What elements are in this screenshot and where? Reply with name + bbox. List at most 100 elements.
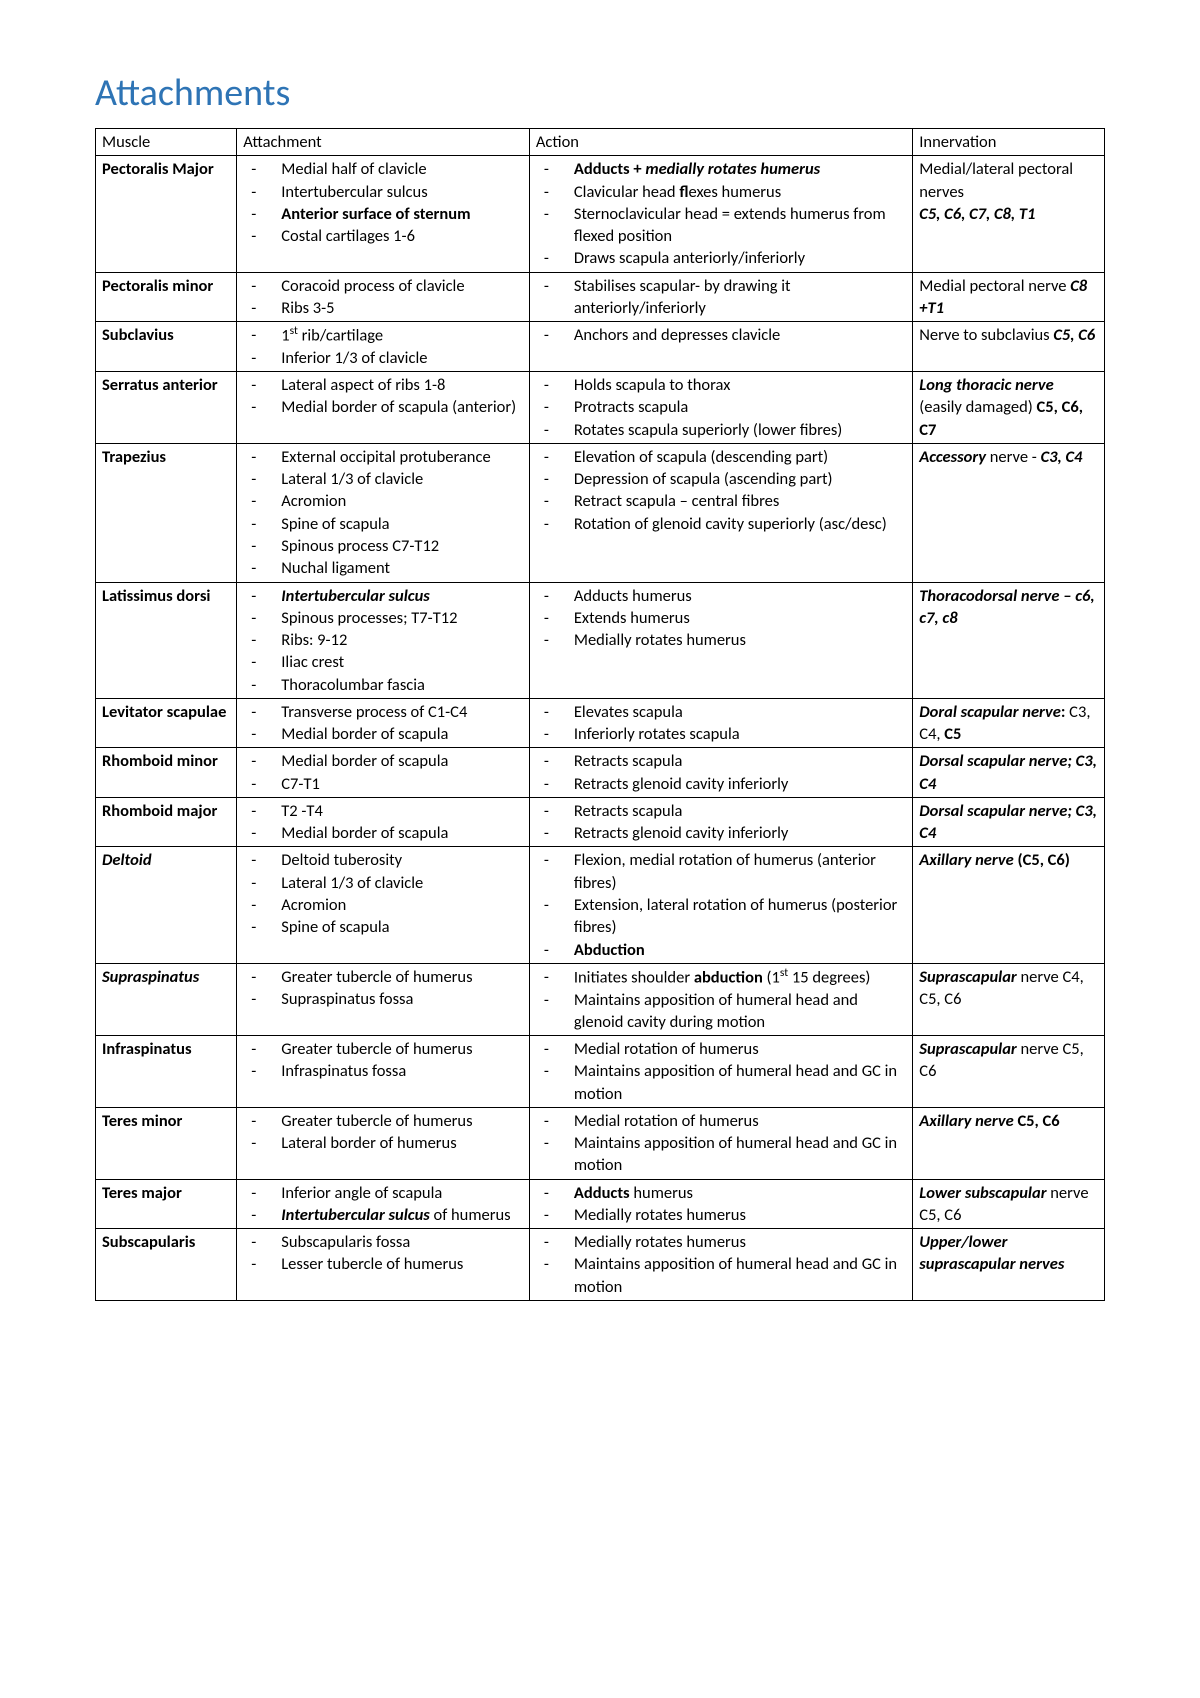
list-item-text: Adducts humerus <box>574 585 906 607</box>
cell-innervation: Axillary nerve C5, C6 <box>913 1107 1105 1179</box>
list-item-text: Abduction <box>574 939 906 961</box>
list-item-text: Intertubercular sulcus <box>281 585 523 607</box>
cell-attachment: Greater tubercle of humerusInfraspinatus… <box>237 1036 530 1108</box>
cell-muscle: Subscapularis <box>96 1229 237 1301</box>
cell-text: Rhomboid minor <box>102 750 230 772</box>
cell-action: Medial rotation of humerusMaintains appo… <box>529 1036 912 1108</box>
list-item-text: Clavicular head flexes humerus <box>574 181 906 203</box>
list-item-text: Spinous process C7-T12 <box>281 535 523 557</box>
list-item-text: Retract scapula – central fibres <box>574 490 906 512</box>
cell-text: Teres major <box>102 1182 230 1204</box>
page-title: Attachments <box>95 70 1105 116</box>
list-item-text: Maintains apposition of humeral head and… <box>574 1132 906 1177</box>
list-item-text: Elevation of scapula (descending part) <box>574 446 906 468</box>
list-item-text: Adducts + medially rotates humerus <box>574 158 906 180</box>
list-item-text: Holds scapula to thorax <box>574 374 906 396</box>
list-item-text: Protracts scapula <box>574 396 906 418</box>
cell-innervation: Upper/lower suprascapular nerves <box>913 1229 1105 1301</box>
cell-text: Infraspinatus <box>102 1038 230 1060</box>
list-item-text: Extends humerus <box>574 607 906 629</box>
cell-action: Stabilises scapular- by drawing it anter… <box>529 272 912 322</box>
cell-text: Trapezius <box>102 446 230 468</box>
cell-innervation: Dorsal scapular nerve; C3, C4 <box>913 748 1105 798</box>
list-item-text: Medial border of scapula <box>281 723 523 745</box>
document-page: Attachments MuscleAttachmentActionInnerv… <box>0 0 1200 1698</box>
cell-attachment: 1st rib/cartilageInferior 1/3 of clavicl… <box>237 322 530 372</box>
cell-text: Long thoracic nerve (easily damaged) C5,… <box>919 374 1098 441</box>
list-item-text: Acromion <box>281 894 523 916</box>
list-item-text: Coracoid process of clavicle <box>281 275 523 297</box>
cell-text: Axillary nerve (C5, C6) <box>919 849 1098 871</box>
list-item-text: Acromion <box>281 490 523 512</box>
cell-text: Subscapularis <box>102 1231 230 1253</box>
list-item-text: Deltoid tuberosity <box>281 849 523 871</box>
cell-muscle: Latissimus dorsi <box>96 582 237 698</box>
cell-text: Suprascapular nerve C5, C6 <box>919 1038 1098 1083</box>
table-row: TrapeziusExternal occipital protuberance… <box>96 443 1105 582</box>
cell-action: Anchors and depresses clavicle <box>529 322 912 372</box>
list-item-text: Spine of scapula <box>281 513 523 535</box>
cell-text: Medial/lateral pectoral nervesC5, C6, C7… <box>919 158 1098 225</box>
list-item-text: 1st rib/cartilage <box>281 324 523 347</box>
list-item-text: Medial rotation of humerus <box>574 1110 906 1132</box>
list-item-text: Rotation of glenoid cavity superiorly (a… <box>574 513 906 535</box>
cell-text: Pectoralis Major <box>102 158 230 180</box>
list-item-text: Infraspinatus fossa <box>281 1060 523 1082</box>
attachments-table: MuscleAttachmentActionInnervation Pector… <box>95 128 1105 1301</box>
cell-innervation: Suprascapular nerve C5, C6 <box>913 1036 1105 1108</box>
list-item-text: Retracts scapula <box>574 750 906 772</box>
cell-action: Elevates scapulaInferiorly rotates scapu… <box>529 698 912 748</box>
list-item-text: Intertubercular sulcus <box>281 181 523 203</box>
list-item-text: Transverse process of C1-C4 <box>281 701 523 723</box>
cell-attachment: Coracoid process of clavicleRibs 3-5 <box>237 272 530 322</box>
cell-action: Medially rotates humerusMaintains apposi… <box>529 1229 912 1301</box>
cell-muscle: Trapezius <box>96 443 237 582</box>
table-row: Teres minor Greater tubercle of humerusLa… <box>96 1107 1105 1179</box>
cell-innervation: Medial/lateral pectoral nervesC5, C6, C7… <box>913 156 1105 272</box>
list-item-text: Intertubercular sulcus of humerus <box>281 1204 523 1226</box>
cell-text: Lower subscapular nerve C5, C6 <box>919 1182 1098 1227</box>
cell-muscle: Deltoid <box>96 847 237 963</box>
list-item-text: Lateral border of humerus <box>281 1132 523 1154</box>
cell-text: Doral scapular nerve: C3, C4, C5 <box>919 701 1098 746</box>
cell-muscle: Teres minor <box>96 1107 237 1179</box>
column-header: Innervation <box>913 129 1105 156</box>
table-row: Subclavius1st rib/cartilageInferior 1/3 … <box>96 322 1105 372</box>
cell-text: Thoracodorsal nerve – c6, c7, c8 <box>919 585 1098 630</box>
list-item-text: Greater tubercle of humerus <box>281 1110 523 1132</box>
cell-innervation: Medial pectoral nerve C8 +T1 <box>913 272 1105 322</box>
cell-attachment: Transverse process of C1-C4Medial border… <box>237 698 530 748</box>
table-row: Pectoralis minor Coracoid process of clav… <box>96 272 1105 322</box>
list-item-text: Depression of scapula (ascending part) <box>574 468 906 490</box>
table-row: Rhomboid minorMedial border of scapulaC7… <box>96 748 1105 798</box>
cell-attachment: Intertubercular sulcusSpinous processes;… <box>237 582 530 698</box>
list-item-text: Inferior 1/3 of clavicle <box>281 347 523 369</box>
list-item-text: Extension, lateral rotation of humerus (… <box>574 894 906 939</box>
cell-muscle: Pectoralis minor <box>96 272 237 322</box>
list-item-text: Retracts glenoid cavity inferiorly <box>574 773 906 795</box>
cell-innervation: Suprascapular nerve C4, C5, C6 <box>913 963 1105 1035</box>
list-item-text: Adducts humerus <box>574 1182 906 1204</box>
cell-action: Adducts + medially rotates humerusClavic… <box>529 156 912 272</box>
list-item-text: Anchors and depresses clavicle <box>574 324 906 346</box>
cell-innervation: Dorsal scapular nerve; C3, C4 <box>913 797 1105 847</box>
cell-muscle: Teres major <box>96 1179 237 1229</box>
cell-attachment: Inferior angle of scapulaIntertubercular… <box>237 1179 530 1229</box>
cell-muscle: Supraspinatus <box>96 963 237 1035</box>
table-row: SubscapularisSubscapularis fossaLesser t… <box>96 1229 1105 1301</box>
cell-muscle: Serratus anterior <box>96 372 237 444</box>
list-item-text: Medial half of clavicle <box>281 158 523 180</box>
cell-text: Medial pectoral nerve C8 +T1 <box>919 275 1098 320</box>
cell-text: Deltoid <box>102 849 230 871</box>
list-item-text: Retracts glenoid cavity inferiorly <box>574 822 906 844</box>
cell-text: Pectoralis minor <box>102 275 230 297</box>
list-item-text: Stabilises scapular- by drawing it anter… <box>574 275 906 320</box>
cell-text: Dorsal scapular nerve; C3, C4 <box>919 800 1098 845</box>
list-item-text: Spinous processes; T7-T12 <box>281 607 523 629</box>
list-item-text: Draws scapula anteriorly/inferiorly <box>574 247 906 269</box>
list-item-text: Inferiorly rotates scapula <box>574 723 906 745</box>
cell-innervation: Long thoracic nerve (easily damaged) C5,… <box>913 372 1105 444</box>
table-row: SupraspinatusGreater tubercle of humerus… <box>96 963 1105 1035</box>
cell-text: Teres minor <box>102 1110 230 1132</box>
cell-attachment: T2 -T4Medial border of scapula <box>237 797 530 847</box>
